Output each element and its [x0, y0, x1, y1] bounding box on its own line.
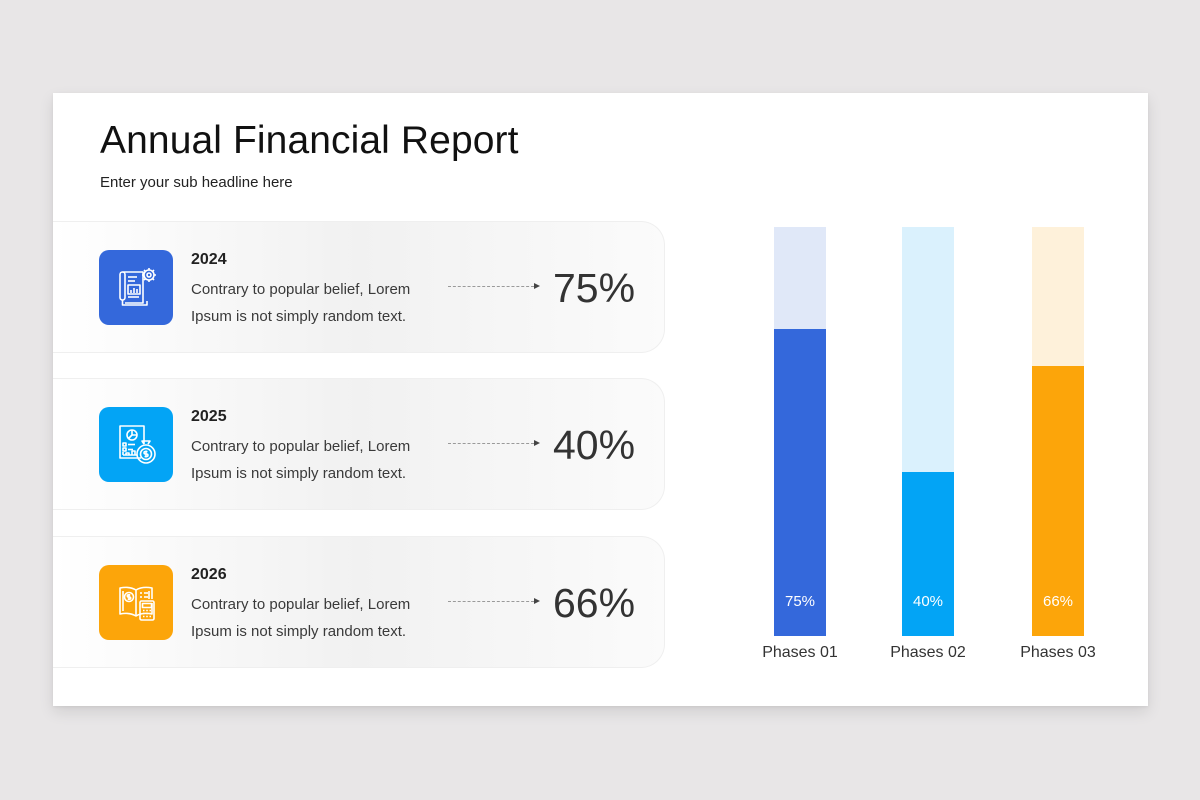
bar-phase-02: 40% — [902, 227, 954, 636]
card-description: Contrary to popular belief, Lorem Ipsum … — [191, 433, 431, 487]
card-year: 2024 — [191, 251, 227, 268]
bar-phase-01: 75% — [774, 227, 826, 636]
bar-value-label: 40% — [912, 593, 944, 610]
card-description: Contrary to popular belief, Lorem Ipsum … — [191, 276, 431, 330]
description-line: Contrary to popular belief, Lorem — [191, 438, 411, 455]
report-money-bag-icon — [119, 424, 156, 464]
x-axis-label: Phases 03 — [1020, 644, 1096, 661]
page-subtitle: Enter your sub headline here — [100, 174, 293, 191]
description-line: Ipsum is not simply random text. — [191, 623, 407, 640]
card-percent: 75% — [553, 265, 636, 311]
year-card-2024: 2024 Contrary to popular belief, Lorem I… — [53, 221, 665, 353]
year-card-2025: 2025 Contrary to popular belief, Lorem I… — [53, 378, 665, 510]
card-percent: 40% — [553, 422, 636, 468]
bar-fill — [902, 472, 954, 636]
icon-tile — [99, 407, 173, 482]
description-line: Ipsum is not simply random text. — [191, 308, 407, 325]
card-year: 2026 — [191, 566, 227, 583]
page-title: Annual Financial Report — [100, 119, 519, 162]
description-line: Contrary to popular belief, Lorem — [191, 281, 411, 298]
x-axis-label: Phases 02 — [890, 644, 966, 661]
bar-value-label: 66% — [1042, 593, 1074, 610]
card-description: Contrary to popular belief, Lorem Ipsum … — [191, 591, 431, 645]
dashed-arrow-icon — [448, 440, 540, 446]
card-year: 2025 — [191, 408, 227, 425]
slide: Annual Financial Report Enter your sub h… — [53, 93, 1148, 706]
icon-tile — [99, 250, 173, 325]
year-card-2026: 2026 Contrary to popular belief, Lorem I… — [53, 536, 665, 668]
description-line: Ipsum is not simply random text. — [191, 465, 407, 482]
icon-tile — [99, 565, 173, 640]
card-percent: 66% — [553, 580, 636, 626]
description-line: Contrary to popular belief, Lorem — [191, 596, 411, 613]
bar-phase-03: 66% — [1032, 227, 1084, 636]
bar-fill — [774, 329, 826, 636]
report-gear-icon — [119, 267, 156, 306]
ledger-calculator-icon — [119, 586, 155, 621]
bar-fill — [1032, 366, 1084, 636]
dashed-arrow-icon — [448, 283, 540, 289]
dashed-arrow-icon — [448, 598, 540, 604]
x-axis-label: Phases 01 — [762, 644, 838, 661]
bar-value-label: 75% — [784, 593, 816, 610]
